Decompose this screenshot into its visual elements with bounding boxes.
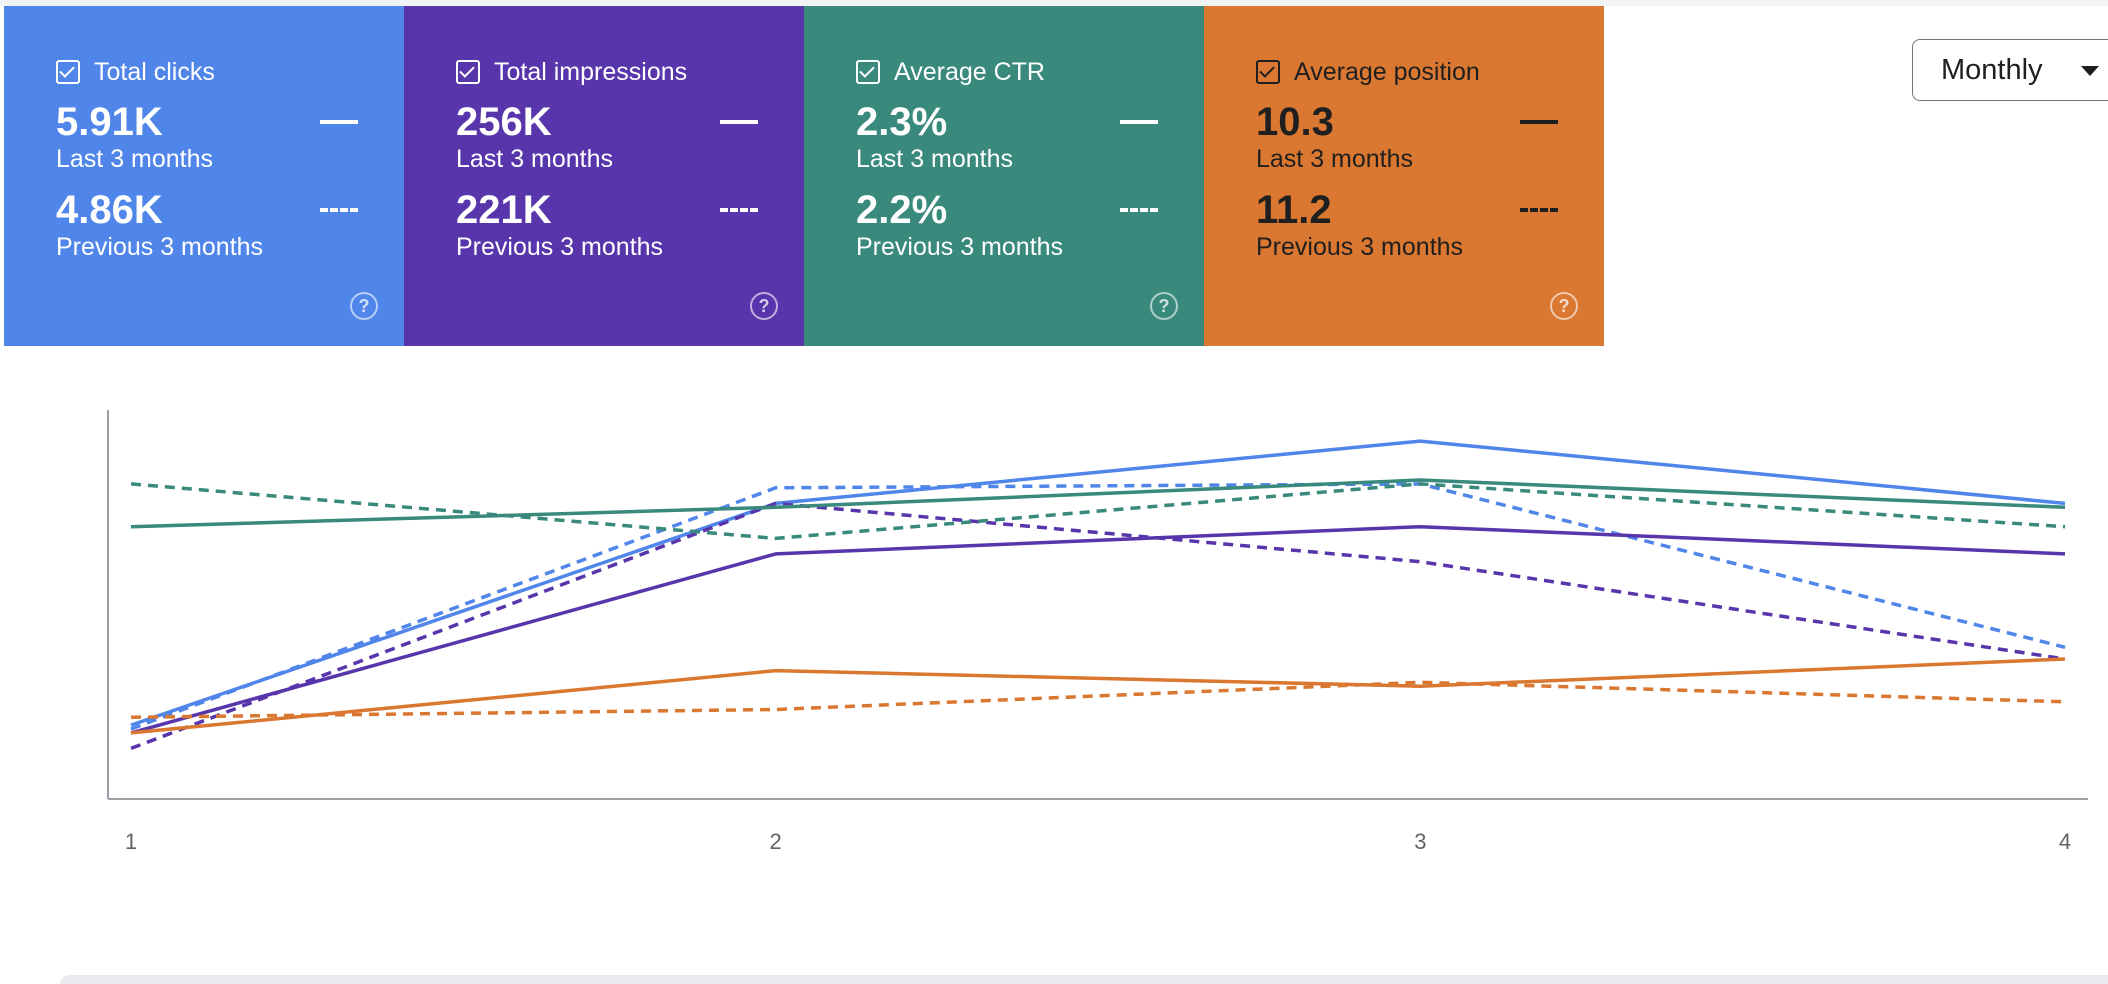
solid-line-legend-icon	[1520, 120, 1558, 124]
dashed-line-legend-icon	[1120, 207, 1158, 212]
metric-value-current: 2.3%	[856, 100, 948, 144]
metric-card-header: Total clicks	[52, 54, 404, 90]
metric-title: Average CTR	[894, 57, 1045, 86]
checkbox-checked-icon[interactable]	[856, 60, 880, 84]
help-circle-icon[interactable]: ?	[750, 292, 778, 320]
metric-label-previous: Previous 3 months	[456, 232, 664, 261]
solid-line-legend-icon	[720, 120, 758, 124]
metric-value-current: 256K	[456, 100, 552, 144]
metric-current: 2.3% Last 3 months	[852, 98, 1204, 174]
performance-line-chart: 1 2 3 4	[107, 410, 2088, 854]
x-tick-label: 3	[1414, 829, 1426, 854]
series-line-ctr-current	[130, 478, 2066, 529]
metric-label-current: Last 3 months	[456, 145, 614, 173]
metric-card-header: Average CTR	[852, 54, 1204, 90]
help-circle-icon[interactable]: ?	[350, 292, 378, 320]
bottom-panel-edge	[60, 975, 2108, 984]
metric-current: 5.91K Last 3 months	[52, 98, 404, 174]
top-strip	[0, 0, 2108, 6]
series-line-impressions-previous	[130, 501, 2066, 751]
metric-value-previous: 2.2%	[856, 187, 948, 232]
metric-previous: 4.86K Previous 3 months	[52, 186, 404, 262]
metric-card-ctr[interactable]: Average CTR 2.3% Last 3 months 2.2% Prev…	[804, 6, 1204, 346]
metric-value-current: 10.3	[1256, 100, 1334, 144]
metric-card-header: Average position	[1252, 54, 1604, 90]
x-tick-label: 2	[770, 829, 782, 854]
series-line-impressions-current	[130, 524, 2066, 735]
metric-card-impressions[interactable]: Total impressions 256K Last 3 months 221…	[404, 6, 804, 346]
checkbox-checked-icon[interactable]	[456, 60, 480, 84]
x-tick-label: 1	[125, 829, 137, 854]
metric-label-current: Last 3 months	[1256, 145, 1414, 173]
metric-title: Average position	[1294, 57, 1480, 86]
metric-card-clicks[interactable]: Total clicks 5.91K Last 3 months 4.86K P…	[4, 6, 404, 346]
period-selector-dropdown[interactable]: Monthly	[1912, 39, 2108, 101]
solid-line-legend-icon	[1120, 120, 1158, 124]
metric-label-previous: Previous 3 months	[1256, 232, 1464, 261]
caret-down-icon	[2081, 66, 2099, 76]
metric-current: 10.3 Last 3 months	[1252, 98, 1604, 174]
metric-cards: Total clicks 5.91K Last 3 months 4.86K P…	[4, 6, 1604, 346]
checkbox-checked-icon[interactable]	[1256, 60, 1280, 84]
metric-value-current: 5.91K	[56, 100, 163, 144]
metric-label-current: Last 3 months	[856, 145, 1014, 173]
solid-line-legend-icon	[320, 120, 358, 124]
period-selector-value: Monthly	[1941, 53, 2043, 86]
series-line-position-current	[130, 657, 2066, 735]
metric-value-previous: 221K	[456, 187, 552, 232]
metric-current: 256K Last 3 months	[452, 98, 804, 174]
metric-previous: 2.2% Previous 3 months	[852, 186, 1204, 262]
metric-title: Total clicks	[94, 57, 215, 86]
dashed-line-legend-icon	[720, 207, 758, 212]
metric-previous: 221K Previous 3 months	[452, 186, 804, 262]
metric-previous: 11.2 Previous 3 months	[1252, 186, 1604, 262]
series-line-clicks-previous	[130, 482, 2066, 731]
metric-label-current: Last 3 months	[56, 145, 214, 173]
dashed-line-legend-icon	[1520, 207, 1558, 212]
help-circle-icon[interactable]: ?	[1550, 292, 1578, 320]
metric-value-previous: 4.86K	[56, 187, 163, 232]
metric-title: Total impressions	[494, 57, 688, 86]
dashed-line-legend-icon	[320, 207, 358, 212]
series-line-position-previous	[130, 680, 2066, 720]
checkbox-checked-icon[interactable]	[56, 60, 80, 84]
metric-label-previous: Previous 3 months	[56, 232, 264, 261]
metric-label-previous: Previous 3 months	[856, 232, 1064, 261]
x-tick-label: 4	[2059, 829, 2071, 854]
metric-value-previous: 11.2	[1256, 187, 1332, 232]
series-line-ctr-previous	[130, 482, 2066, 541]
help-circle-icon[interactable]: ?	[1150, 292, 1178, 320]
series-line-clicks-current	[130, 439, 2066, 727]
metric-card-position[interactable]: Average position 10.3 Last 3 months 11.2…	[1204, 6, 1604, 346]
metric-card-header: Total impressions	[452, 54, 804, 90]
